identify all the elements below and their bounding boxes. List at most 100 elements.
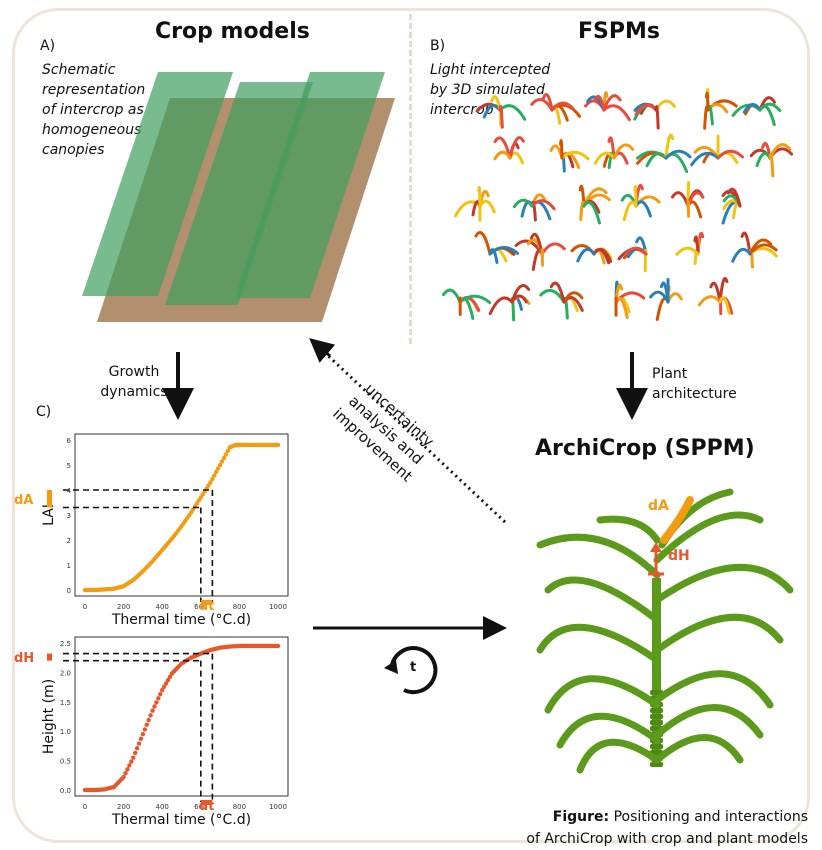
- archicrop-title: ArchiCrop (SPPM): [535, 436, 755, 461]
- archicrop-plant-illustration: [536, 488, 794, 774]
- fspms-title: FSPMs: [578, 19, 660, 44]
- data-point: [223, 452, 229, 457]
- data-point: [275, 643, 281, 649]
- stem-node: [650, 720, 663, 725]
- panel-a-text: Schematic representation of intercrop as…: [42, 62, 146, 158]
- leaf-stroke: [530, 199, 556, 211]
- plant-da-label: dA: [648, 498, 669, 514]
- caption-line2: of ArchiCrop with crop and plant models: [526, 831, 808, 847]
- y-tick-label: 0: [67, 587, 71, 595]
- data-point: [150, 708, 155, 713]
- leaf-stroke: [693, 235, 700, 256]
- y-tick-label: 1.5: [60, 699, 71, 707]
- x-tick-label: 200: [117, 603, 130, 611]
- stem-node: [650, 744, 663, 749]
- leaf-stroke: [716, 149, 744, 160]
- leaf-stroke: [488, 246, 520, 256]
- stem-node: [650, 714, 663, 719]
- rounded-frame: [12, 8, 810, 843]
- leaf-stroke: [498, 105, 504, 129]
- plant-leaf: [653, 613, 784, 654]
- y-tick-label: 4: [67, 487, 72, 495]
- data-point: [161, 684, 167, 689]
- leaf-stroke: [654, 99, 676, 112]
- data-point: [144, 722, 149, 727]
- plant-architecture-label: Plant architecture: [652, 366, 737, 402]
- leaf-stroke: [705, 91, 710, 112]
- plant-leaf: [556, 712, 661, 749]
- data-point: [219, 459, 225, 464]
- lai-chart: 0 200 400 600 800 1000 0 1 2 3 4 5 6 Thermal time (°C…: [14, 433, 289, 628]
- leaf-stroke: [664, 133, 675, 160]
- leaf-stroke: [634, 200, 652, 218]
- x-tick-label: 400: [156, 803, 169, 811]
- data-point: [129, 759, 134, 764]
- leaf-stroke: [478, 199, 496, 214]
- leaf-stroke: [474, 231, 492, 256]
- panel-b-letter: B): [430, 38, 446, 54]
- data-point: [138, 736, 144, 742]
- time-loop-icon: [384, 646, 438, 695]
- leaf-stroke: [540, 242, 566, 256]
- x-tick-label: 1000: [269, 803, 287, 811]
- plant-leaf: [653, 563, 794, 604]
- leaf-stroke: [697, 295, 722, 307]
- leaf-stroke: [758, 104, 776, 127]
- plant-leaf: [653, 511, 764, 564]
- plant-leaf: [544, 675, 661, 714]
- leaf-stroke: [623, 246, 648, 256]
- height-chart: 0 200 400 600 800 1000 0.0 0.5 1.0 1.5 2.0 2.5 Therm…: [14, 636, 289, 828]
- leaf-stroke: [541, 93, 554, 112]
- y-tick-label: 2: [67, 537, 71, 545]
- caption-line1: Positioning and interactions: [613, 809, 808, 825]
- y-tick-label: 6: [67, 437, 72, 445]
- x-tick-label: 800: [233, 803, 246, 811]
- growth-dynamics-label: Growth dynamics: [100, 364, 168, 400]
- leaf-stroke: [488, 296, 514, 316]
- leaf-stroke: [664, 149, 692, 160]
- leaf-stroke: [731, 247, 752, 263]
- leaf-stroke: [493, 136, 512, 160]
- data-point: [123, 770, 128, 776]
- leaf-stroke: [634, 103, 658, 116]
- leaf-stroke: [726, 187, 742, 208]
- leaf-stroke: [633, 185, 638, 208]
- dt-bar: [200, 800, 213, 805]
- leaf-stroke: [675, 246, 700, 256]
- y-tick-label: 2.0: [60, 669, 71, 677]
- homogeneous-canopy-schematic: [82, 72, 395, 322]
- delta-bar: [47, 653, 52, 661]
- leaf-stroke: [512, 198, 534, 209]
- data-point: [156, 696, 161, 701]
- data-point: [121, 774, 126, 780]
- dt-label: dt: [199, 799, 215, 814]
- leaf-stroke: [612, 143, 635, 160]
- y-tick-label: 2.5: [60, 640, 71, 648]
- data-point: [140, 731, 146, 737]
- figure-caption: Figure: Positioning and interactions of …: [526, 806, 808, 850]
- plant-leaf: [576, 738, 661, 774]
- data-point: [225, 448, 231, 454]
- leaf-stroke: [559, 139, 564, 160]
- plant-leaf: [653, 704, 764, 739]
- leaf-stroke: [645, 151, 668, 168]
- data-point: [158, 691, 163, 697]
- data-point: [152, 704, 157, 709]
- stem-node: [650, 762, 663, 767]
- plant-leaf: [536, 623, 661, 664]
- leaf-stroke: [718, 296, 731, 315]
- data-point: [127, 763, 132, 768]
- data-point: [275, 442, 281, 448]
- x-tick-label: 200: [117, 803, 130, 811]
- panel-a-letter: A): [40, 38, 56, 54]
- plant-leaf: [653, 734, 744, 764]
- plot-frame: [74, 636, 289, 797]
- crop-models-title: Crop models: [155, 19, 310, 44]
- uncertainty-arrow-head: [309, 338, 336, 363]
- data-point: [221, 455, 227, 461]
- time-label: t: [410, 660, 417, 675]
- y-tick-label: 1: [67, 562, 71, 570]
- y-tick-label: 5: [67, 462, 71, 470]
- delta-label: dA: [14, 493, 33, 508]
- data-point: [208, 480, 213, 485]
